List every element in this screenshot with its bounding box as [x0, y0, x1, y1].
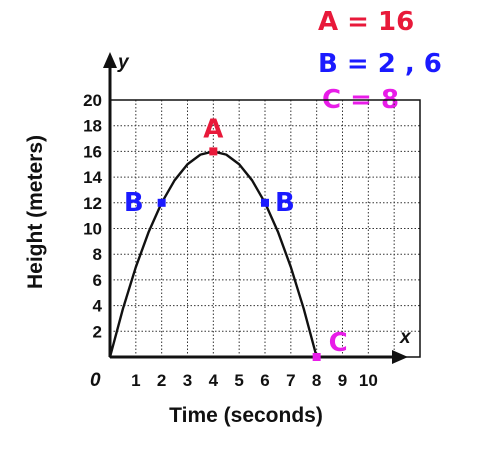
answer-b: B = 2 , 6 — [318, 49, 442, 79]
x-tick-label: 4 — [209, 371, 219, 390]
point-marker — [157, 198, 166, 207]
x-tick-label: 2 — [157, 371, 166, 390]
x-tick-label: 9 — [338, 371, 347, 390]
y-tick-label: 2 — [93, 322, 102, 341]
point-marker — [209, 147, 218, 156]
grid — [109, 99, 421, 358]
point-marker — [312, 353, 321, 361]
x-tick-label: 10 — [359, 371, 378, 390]
x-axis-arrow — [392, 350, 408, 364]
y-tick-label: 12 — [83, 194, 102, 213]
point-label: B — [275, 188, 295, 218]
x-axis-letter: x — [399, 327, 412, 348]
point-label: C — [329, 328, 348, 358]
marked-points: A B B C — [124, 114, 348, 361]
y-tick-label: 14 — [83, 168, 102, 187]
x-tick-label: 6 — [260, 371, 269, 390]
x-tick-labels: 1 2 3 4 5 6 7 8 9 10 — [131, 371, 378, 390]
x-tick-label: 1 — [131, 371, 140, 390]
x-tick-label: 8 — [312, 371, 321, 390]
y-axis-title: Height (meters) — [24, 135, 47, 289]
y-tick-label: 6 — [93, 271, 102, 290]
x-axis-title: Time (seconds) — [169, 404, 323, 427]
x-tick-label: 3 — [183, 371, 192, 390]
y-tick-label: 18 — [83, 117, 102, 136]
y-tick-label: 4 — [93, 297, 103, 316]
point-label: A — [203, 114, 223, 144]
point-marker — [261, 198, 269, 207]
y-tick-label: 10 — [83, 220, 102, 239]
y-tick-labels: 2 4 6 8 10 12 14 16 18 20 — [83, 91, 102, 341]
point-label: B — [124, 188, 144, 218]
x-tick-label: 7 — [286, 371, 295, 390]
x-tick-label: 5 — [234, 371, 243, 390]
answer-a: A = 16 — [318, 7, 414, 37]
origin-label: 0 — [90, 370, 101, 391]
y-tick-label: 8 — [93, 245, 102, 264]
y-axis-letter: y — [117, 52, 130, 73]
y-tick-label: 16 — [83, 142, 102, 161]
y-axis-arrow — [103, 52, 117, 68]
y-tick-label: 20 — [83, 91, 102, 110]
